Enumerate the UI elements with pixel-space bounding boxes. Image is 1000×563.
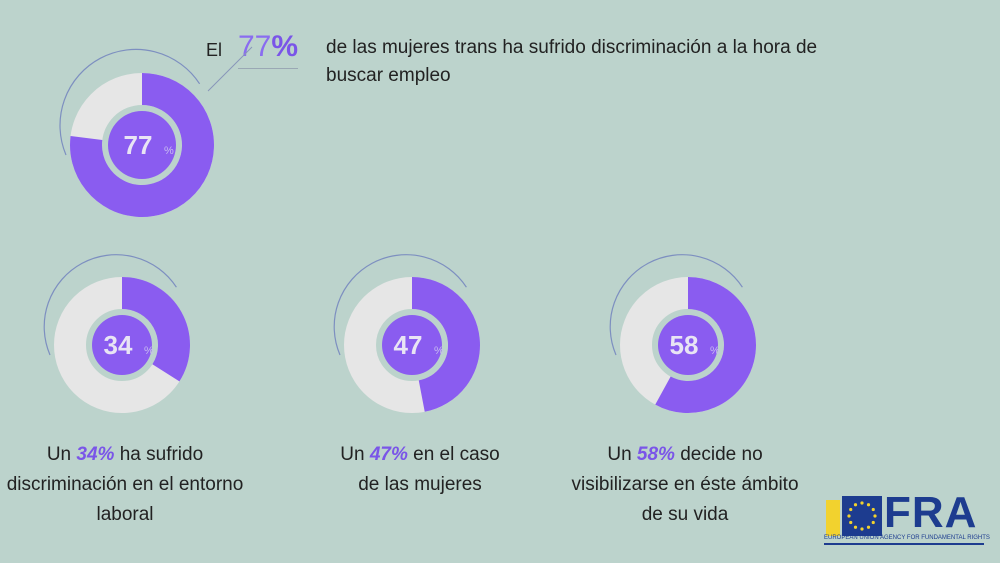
donut-chart-34: 34%	[43, 254, 190, 413]
donut-center	[108, 111, 176, 179]
star	[853, 525, 858, 529]
donut-unit-label: %	[434, 345, 444, 357]
star	[853, 503, 858, 507]
decor-arc	[43, 254, 177, 356]
leader-line	[207, 46, 253, 92]
star	[866, 525, 871, 529]
star	[871, 507, 875, 512]
donut-unit-label: %	[164, 145, 174, 157]
donut-center	[658, 315, 718, 375]
donut-chart-58: 58%	[609, 254, 756, 413]
star	[873, 514, 877, 518]
decor-arc	[59, 48, 201, 156]
headline-text: de las mujeres trans ha sufrido discrimi…	[326, 37, 818, 86]
star	[866, 503, 871, 507]
star	[860, 527, 864, 531]
headline-prefix: El	[206, 40, 223, 60]
donut-value-arc	[655, 277, 756, 413]
donut-value-label: 77	[124, 130, 153, 160]
headline-underline	[238, 68, 298, 69]
star	[847, 514, 851, 518]
star	[849, 507, 853, 512]
donut-value-label: 47	[394, 330, 423, 360]
fra-logo: FRA EUROPEAN UNION AGENCY FOR FUNDAMENTA…	[822, 488, 990, 546]
caption-3: Un 58% decide no visibilizarse en éste á…	[571, 444, 799, 525]
donut-chart-47: 47%	[333, 254, 480, 413]
donut-value-label: 34	[104, 330, 133, 360]
logo-line	[824, 543, 984, 545]
donut-unit-label: %	[710, 345, 720, 357]
star	[860, 501, 864, 505]
donut-value-arc	[411, 277, 480, 412]
logo-text: FRA	[884, 488, 978, 537]
donut-unit-label: %	[144, 345, 154, 357]
donut-center	[92, 315, 152, 375]
logo-subtitle: EUROPEAN UNION AGENCY FOR FUNDAMENTAL RI…	[824, 535, 990, 541]
star	[871, 520, 875, 525]
eu-flag-icon	[826, 496, 882, 536]
headline-percent: 77%	[238, 30, 299, 63]
donut-value-arc	[121, 277, 190, 382]
caption-1: Un 34% ha sufrido discriminación en el e…	[6, 444, 244, 525]
donut-center	[382, 315, 442, 375]
donut-value-arc	[70, 73, 214, 217]
donut-value-label: 58	[670, 330, 699, 360]
decor-arc	[609, 254, 743, 356]
caption-2: Un 47% en el caso de las mujeres	[340, 444, 500, 495]
star	[849, 520, 853, 525]
donut-chart-77: 77%	[59, 46, 253, 217]
decor-arc	[333, 254, 467, 356]
